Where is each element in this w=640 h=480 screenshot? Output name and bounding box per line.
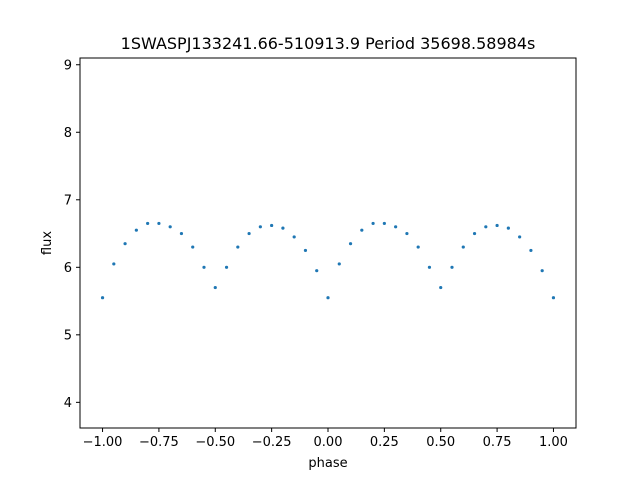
y-axis: 4 5 6 7 8 9: [64, 58, 80, 411]
y-axis-label: flux: [40, 231, 55, 255]
scatter-point: [529, 248, 533, 253]
scatter-point: [258, 225, 262, 229]
scatter-point: [450, 265, 454, 269]
scatter-point: [247, 231, 251, 236]
scatter-point: [112, 262, 116, 266]
scatter-points: [100, 221, 556, 300]
plot-area: [80, 58, 576, 428]
scatter-point: [326, 296, 330, 300]
x-tick-label: −0.25: [252, 435, 292, 450]
x-tick-label: 0.75: [483, 435, 512, 450]
y-tick-label: 5: [64, 328, 72, 343]
y-tick-label: 6: [64, 261, 72, 276]
scatter-point: [416, 245, 420, 249]
x-tick-label: 0.00: [314, 435, 343, 450]
y-tick-label: 4: [64, 396, 72, 411]
scatter-point: [394, 225, 398, 229]
y-tick-label: 8: [64, 126, 72, 141]
scatter-point: [551, 296, 556, 300]
scatter-point: [360, 228, 364, 232]
scatter-point: [484, 225, 488, 229]
x-tick-label: 1.00: [539, 435, 568, 450]
x-tick-label: 0.25: [370, 435, 399, 450]
scatter-point: [461, 245, 465, 249]
scatter-point: [315, 269, 319, 273]
scatter-point: [213, 285, 217, 290]
scatter-point: [270, 223, 274, 228]
scatter-point: [191, 245, 195, 249]
scatter-point: [495, 223, 499, 228]
scatter-point: [405, 231, 409, 236]
x-tick-label: 0.50: [426, 435, 455, 450]
scatter-point: [382, 221, 386, 226]
scatter-point: [236, 245, 240, 249]
x-axis: −1.00 −0.75 −0.50 −0.25 0.00 0.25 0.50 0.75 1.00: [83, 428, 568, 450]
scatter-point: [281, 226, 285, 230]
scatter-point: [439, 285, 443, 290]
scatter-point: [157, 221, 161, 226]
scatter-point: [337, 262, 341, 266]
x-tick-label: −0.50: [195, 435, 235, 450]
scatter-point: [472, 231, 477, 236]
scatter-point: [134, 228, 138, 232]
scatter-point: [292, 235, 296, 239]
scatter-point: [506, 226, 510, 230]
scatter-point: [202, 265, 206, 269]
scatter-point: [168, 225, 172, 229]
scatter-point: [224, 265, 229, 269]
scatter-point: [348, 242, 353, 246]
y-tick-label: 7: [64, 193, 72, 208]
scatter-point: [540, 269, 544, 273]
scatter-point: [179, 231, 184, 236]
scatter-point: [123, 242, 127, 246]
scatter-point: [518, 235, 522, 239]
scatter-point: [427, 265, 432, 269]
scatter-point: [146, 221, 150, 226]
chart-title: 1SWASPJ133241.66-510913.9 Period 35698.5…: [121, 34, 536, 53]
x-tick-label: −0.75: [139, 435, 179, 450]
x-axis-label: phase: [308, 456, 347, 471]
scatter-point: [303, 248, 308, 253]
scatter-point: [371, 221, 375, 226]
plot-frame: [79, 57, 577, 429]
y-tick-label: 9: [64, 58, 72, 73]
scatter-point: [100, 296, 105, 300]
x-tick-label: −1.00: [83, 435, 123, 450]
